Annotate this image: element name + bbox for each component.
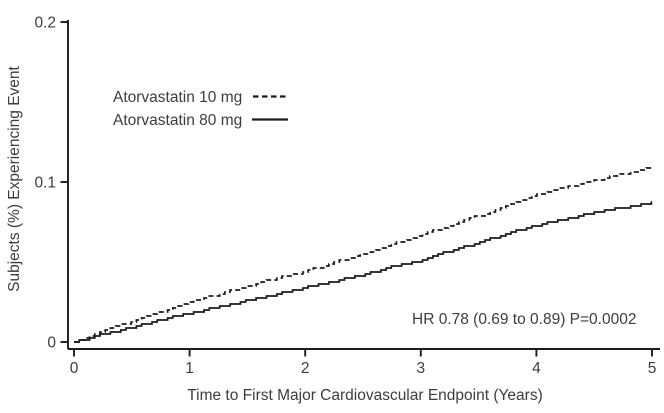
legend-label-atorvastatin-10mg: Atorvastatin 10 mg xyxy=(113,89,242,106)
hazard-ratio-annotation: HR 0.78 (0.69 to 0.89) P=0.0002 xyxy=(412,311,636,328)
axes: 0 0.1 0.2 0 1 2 3 4 5 xyxy=(34,15,660,377)
legend-label-atorvastatin-80mg: Atorvastatin 80 mg xyxy=(113,112,242,129)
x-tick-label: 1 xyxy=(185,360,194,377)
x-tick-label: 0 xyxy=(70,360,79,377)
x-tick-label: 5 xyxy=(648,360,657,377)
y-axis-title: Subjects (%) Experiencing Event xyxy=(6,65,23,291)
x-tick-label: 2 xyxy=(301,360,310,377)
y-tick-label: 0.1 xyxy=(34,175,56,192)
curve-atorvastatin-10mg xyxy=(74,167,652,343)
x-tick-label: 4 xyxy=(532,360,541,377)
x-tick-label: 3 xyxy=(416,360,425,377)
legend: Atorvastatin 10 mg Atorvastatin 80 mg xyxy=(113,89,288,129)
y-tick-label: 0.2 xyxy=(34,15,56,32)
x-axis-title: Time to First Major Cardiovascular Endpo… xyxy=(187,387,542,404)
y-tick-label: 0 xyxy=(47,335,56,352)
curve-atorvastatin-80mg xyxy=(74,201,653,343)
